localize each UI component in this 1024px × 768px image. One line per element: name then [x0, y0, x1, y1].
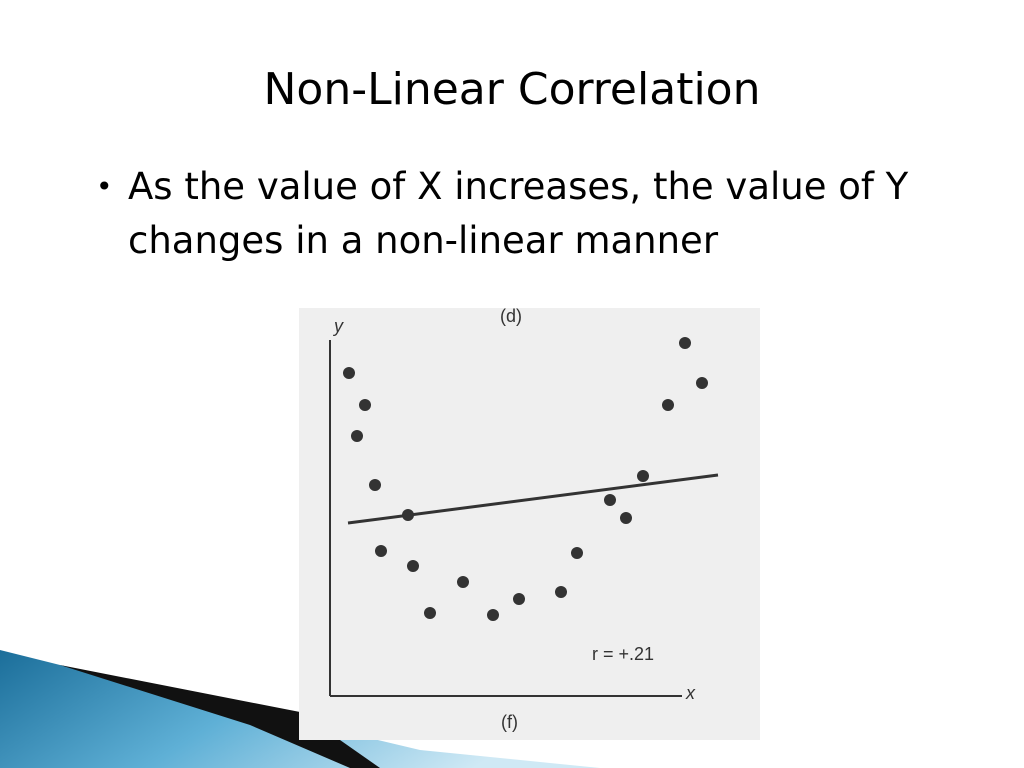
slide-title: Non-Linear Correlation: [263, 64, 761, 115]
figure-caption: (f): [501, 712, 518, 732]
point: [424, 607, 436, 619]
y-axis-label: y: [332, 316, 344, 336]
point: [351, 430, 363, 442]
point: [375, 545, 387, 557]
point: [679, 337, 691, 349]
point: [369, 479, 381, 491]
point: [571, 547, 583, 559]
point: [662, 399, 674, 411]
bullet: As the value of X increases, the value o…: [92, 160, 912, 268]
point: [696, 377, 708, 389]
point: [359, 399, 371, 411]
point: [555, 586, 567, 598]
decor-wedge: [60, 665, 380, 768]
annotation: r = +.21: [592, 644, 654, 664]
point: [343, 367, 355, 379]
x-axis-label: x: [685, 683, 696, 703]
point: [402, 509, 414, 521]
point: [407, 560, 419, 572]
bullet-list: As the value of X increases, the value o…: [92, 160, 912, 268]
point: [457, 576, 469, 588]
point: [487, 609, 499, 621]
figure-label: (d): [500, 306, 522, 326]
point: [637, 470, 649, 482]
point: [620, 512, 632, 524]
scatter-points: [343, 337, 708, 621]
figure-background: [299, 308, 760, 740]
decor-swoosh: [0, 650, 600, 768]
point: [604, 494, 616, 506]
point: [513, 593, 525, 605]
